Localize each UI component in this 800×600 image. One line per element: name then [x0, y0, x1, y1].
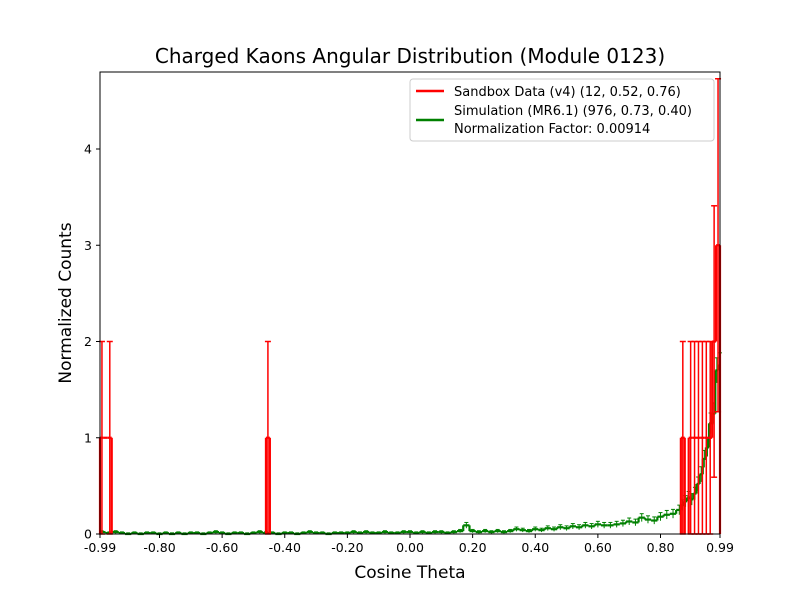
x-tick-label: 0.00: [396, 540, 424, 555]
x-tick-label: 0.20: [459, 540, 487, 555]
legend: Sandbox Data (v4) (12, 0.52, 0.76) Simul…: [409, 78, 715, 142]
y-tick-label: 3: [84, 238, 92, 253]
x-tick-label: -0.40: [269, 540, 301, 555]
y-tick-label: 4: [84, 142, 92, 157]
y-tick-label: 0: [84, 527, 92, 542]
x-tick-label: -0.60: [206, 540, 238, 555]
series-layer: [98, 77, 722, 536]
y-tick-label: 2: [84, 334, 92, 349]
plot-area: [100, 72, 720, 534]
y-axis-label: Normalized Counts: [56, 222, 76, 383]
x-tick-label: -0.80: [143, 540, 175, 555]
x-tick-label: 0.60: [584, 540, 612, 555]
x-axis-label: Cosine Theta: [354, 563, 465, 583]
legend-label-data: Sandbox Data (v4) (12, 0.52, 0.76): [454, 85, 681, 100]
legend-normalization-note: Normalization Factor: 0.00914: [454, 122, 650, 137]
y-tick-label: 1: [84, 430, 92, 445]
axes-layer: -0.99 -0.80 -0.60 -0.40 -0.20 0.00 0.20 0.40 0.6…: [84, 71, 734, 555]
x-tick-label: -0.20: [331, 540, 363, 555]
x-tick-label: 0.80: [647, 540, 675, 555]
x-tick-label: 0.40: [521, 540, 549, 555]
chart-title: Charged Kaons Angular Distribution (Modu…: [155, 44, 665, 68]
x-tick-label: -0.99: [84, 540, 116, 555]
legend-box: [409, 78, 715, 142]
legend-label-simulation: Simulation (MR6.1) (976, 0.73, 0.40): [454, 104, 692, 119]
x-tick-label: 0.99: [706, 540, 734, 555]
